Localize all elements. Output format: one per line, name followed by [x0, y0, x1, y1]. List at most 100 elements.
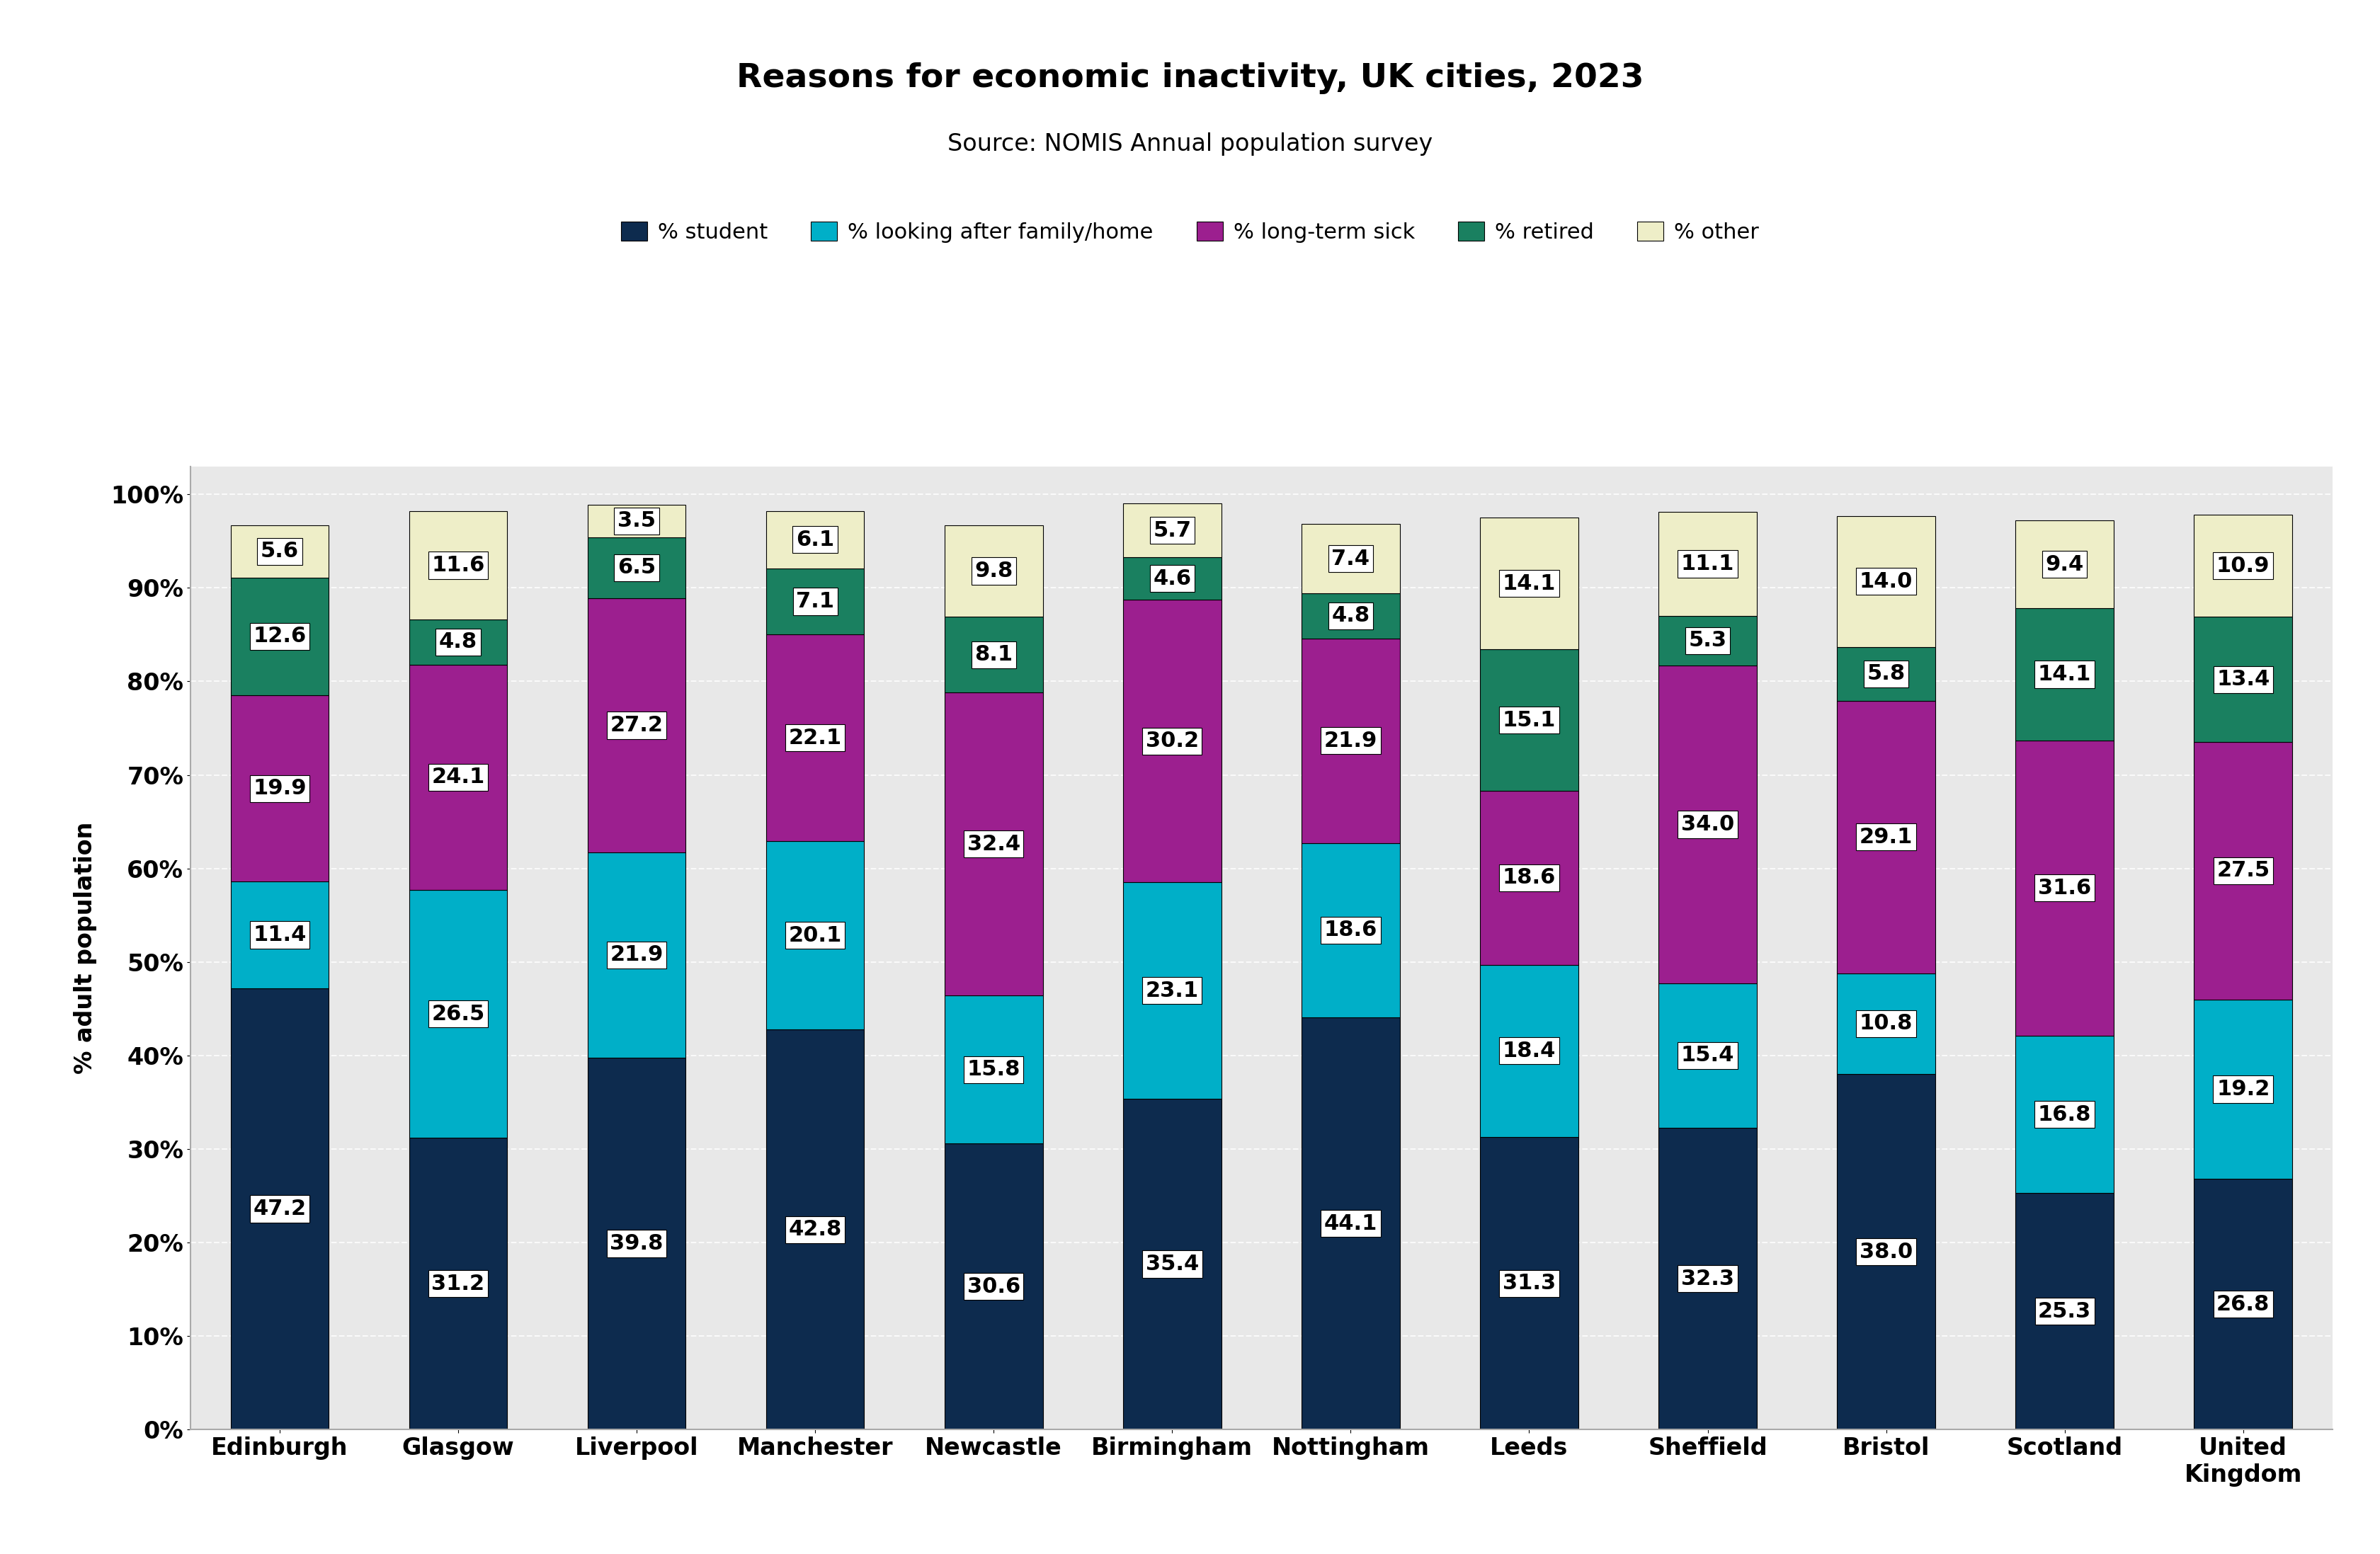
Text: 38.0: 38.0 — [1859, 1242, 1914, 1262]
Bar — [1123, 556, 1221, 600]
Text: 19.9: 19.9 — [252, 779, 307, 799]
Text: 39.8: 39.8 — [609, 1234, 664, 1254]
Bar — [1837, 646, 1935, 701]
Text: 26.8: 26.8 — [2216, 1294, 2271, 1315]
Text: 6.1: 6.1 — [795, 530, 835, 550]
Bar — [945, 693, 1042, 996]
Text: 32.3: 32.3 — [1680, 1268, 1735, 1288]
Text: 7.4: 7.4 — [1330, 549, 1371, 569]
Text: 27.2: 27.2 — [609, 715, 664, 735]
Text: 14.1: 14.1 — [1502, 573, 1557, 594]
Text: 15.8: 15.8 — [966, 1060, 1021, 1080]
Text: 44.1: 44.1 — [1323, 1214, 1378, 1234]
Bar — [231, 578, 328, 695]
Bar — [1659, 984, 1756, 1128]
Text: 23.1: 23.1 — [1145, 981, 1200, 1001]
Text: 12.6: 12.6 — [252, 626, 307, 646]
Bar — [2194, 743, 2292, 999]
Bar — [588, 598, 685, 853]
Text: 31.2: 31.2 — [431, 1273, 486, 1294]
Text: 4.6: 4.6 — [1152, 569, 1192, 589]
Text: 26.5: 26.5 — [431, 1004, 486, 1024]
Bar — [1123, 503, 1221, 556]
Bar — [766, 1029, 864, 1430]
Text: 20.1: 20.1 — [788, 925, 843, 945]
Bar — [1480, 1138, 1578, 1430]
Text: 42.8: 42.8 — [788, 1220, 843, 1240]
Text: 31.3: 31.3 — [1502, 1273, 1557, 1293]
Text: 18.4: 18.4 — [1502, 1041, 1557, 1061]
Bar — [1123, 600, 1221, 883]
Bar — [409, 665, 507, 890]
Text: 6.5: 6.5 — [616, 558, 657, 578]
Bar — [409, 890, 507, 1138]
Text: 21.9: 21.9 — [609, 945, 664, 965]
Bar — [2016, 1193, 2113, 1430]
Text: 13.4: 13.4 — [2216, 670, 2271, 690]
Text: 22.1: 22.1 — [788, 727, 843, 747]
Bar — [1837, 1074, 1935, 1430]
Text: 5.6: 5.6 — [259, 541, 300, 561]
Bar — [231, 988, 328, 1430]
Text: 16.8: 16.8 — [2037, 1105, 2092, 1125]
Bar — [2194, 1179, 2292, 1430]
Text: Reasons for economic inactivity, UK cities, 2023: Reasons for economic inactivity, UK citi… — [735, 62, 1645, 95]
Bar — [945, 1144, 1042, 1430]
Bar — [945, 525, 1042, 617]
Text: 27.5: 27.5 — [2216, 861, 2271, 881]
Bar — [409, 620, 507, 665]
Bar — [231, 695, 328, 881]
Text: 3.5: 3.5 — [616, 511, 657, 531]
Bar — [1837, 516, 1935, 646]
Text: 24.1: 24.1 — [431, 768, 486, 788]
Text: 25.3: 25.3 — [2037, 1301, 2092, 1321]
Text: 5.3: 5.3 — [1687, 631, 1728, 651]
Bar — [1480, 791, 1578, 965]
Text: 31.6: 31.6 — [2037, 878, 2092, 898]
Bar — [1659, 511, 1756, 615]
Bar — [2016, 608, 2113, 740]
Text: 4.8: 4.8 — [438, 632, 478, 653]
Text: 32.4: 32.4 — [966, 834, 1021, 855]
Text: 11.4: 11.4 — [252, 925, 307, 945]
Bar — [1302, 639, 1399, 844]
Bar — [231, 881, 328, 988]
Bar — [945, 996, 1042, 1144]
Bar — [588, 853, 685, 1057]
Bar — [1123, 1099, 1221, 1430]
Bar — [1302, 844, 1399, 1018]
Bar — [1837, 973, 1935, 1074]
Bar — [1302, 594, 1399, 639]
Text: 14.0: 14.0 — [1859, 570, 1914, 592]
Text: 30.2: 30.2 — [1145, 730, 1200, 752]
Text: 9.4: 9.4 — [2044, 555, 2085, 575]
Text: 8.1: 8.1 — [973, 645, 1014, 665]
Bar — [1480, 965, 1578, 1138]
Bar — [409, 1138, 507, 1430]
Bar — [766, 841, 864, 1029]
Y-axis label: % adult population: % adult population — [74, 822, 98, 1074]
Bar — [1123, 883, 1221, 1099]
Bar — [1302, 524, 1399, 594]
Bar — [2016, 521, 2113, 608]
Bar — [766, 511, 864, 569]
Bar — [1659, 615, 1756, 665]
Bar — [945, 617, 1042, 693]
Text: Source: NOMIS Annual population survey: Source: NOMIS Annual population survey — [947, 132, 1433, 155]
Bar — [409, 511, 507, 620]
Text: 11.1: 11.1 — [1680, 553, 1735, 575]
Bar — [2194, 999, 2292, 1179]
Bar — [1659, 1128, 1756, 1430]
Text: 15.4: 15.4 — [1680, 1046, 1735, 1066]
Text: 30.6: 30.6 — [966, 1276, 1021, 1298]
Text: 10.9: 10.9 — [2216, 556, 2271, 577]
Text: 11.6: 11.6 — [431, 555, 486, 575]
Text: 7.1: 7.1 — [795, 591, 835, 612]
Bar — [588, 505, 685, 538]
Text: 35.4: 35.4 — [1145, 1254, 1200, 1274]
Legend: % student, % looking after family/home, % long-term sick, % retired, % other: % student, % looking after family/home, … — [612, 213, 1768, 252]
Text: 18.6: 18.6 — [1323, 920, 1378, 940]
Bar — [1480, 650, 1578, 791]
Text: 29.1: 29.1 — [1859, 827, 1914, 847]
Text: 19.2: 19.2 — [2216, 1078, 2271, 1099]
